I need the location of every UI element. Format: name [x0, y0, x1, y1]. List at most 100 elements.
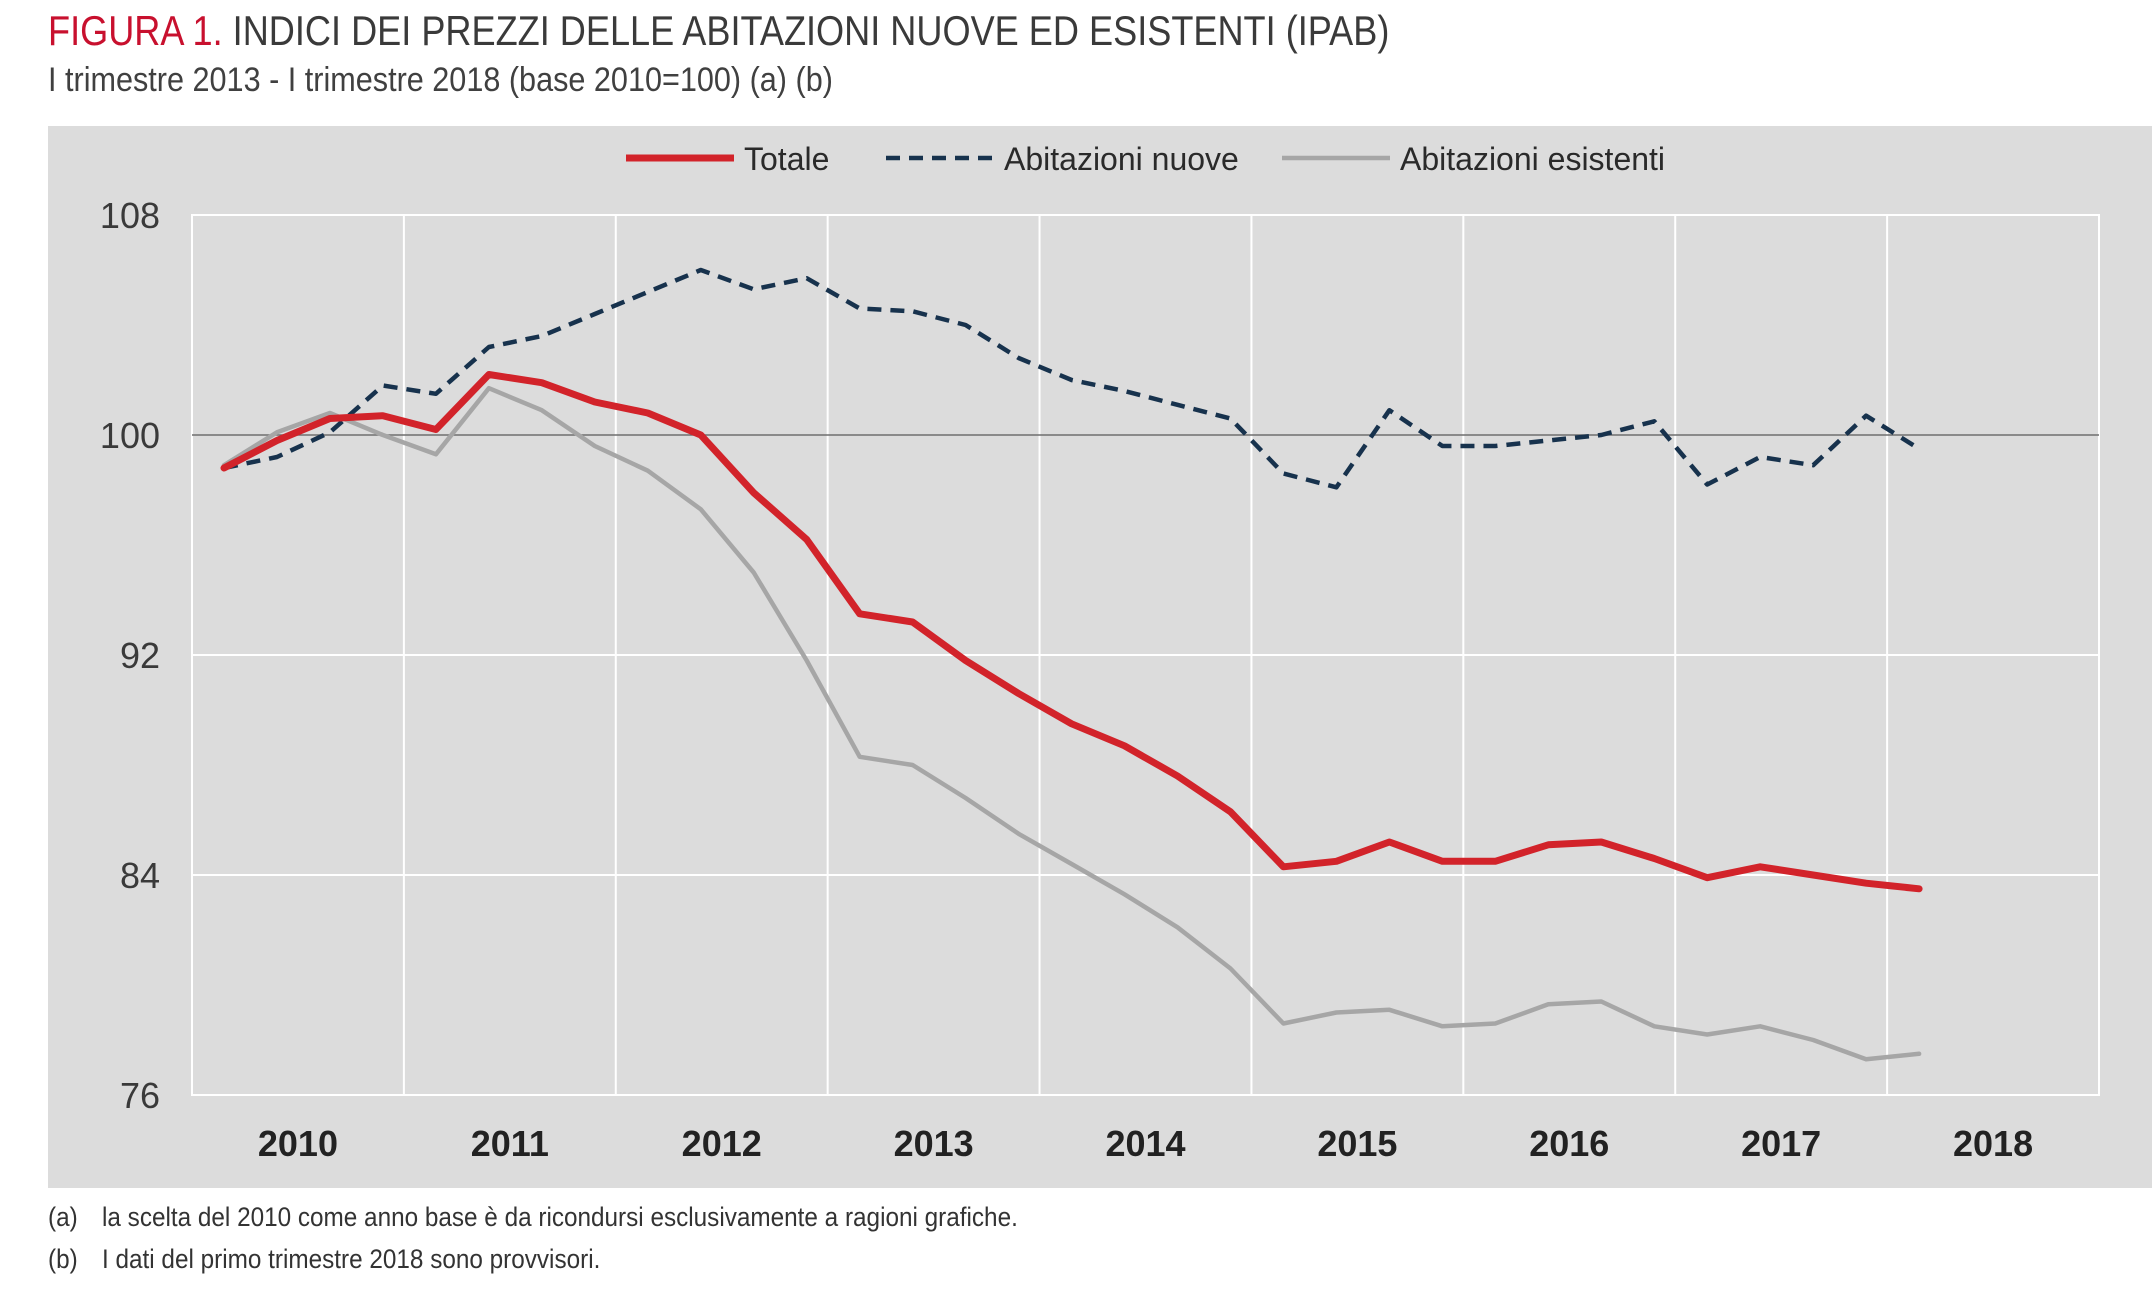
- data-point: [1599, 1000, 1603, 1004]
- data-point: [646, 290, 650, 294]
- data-point: [1387, 840, 1391, 844]
- footnote-text: I dati del primo trimestre 2018 sono pro…: [102, 1244, 601, 1274]
- series-line-abitazioni-nuove: [223, 267, 1921, 490]
- data-point: [1070, 722, 1074, 726]
- data-point: [1652, 1024, 1656, 1028]
- figure-subtitle: I trimestre 2013 - I trimestre 2018 (bas…: [48, 61, 833, 99]
- line-chart: 76 84 92 100 108 2010 2011 2012 2013 2014 2015 2016…: [100, 141, 2100, 1164]
- data-point: [964, 796, 968, 800]
- data-point: [911, 763, 915, 767]
- data-point: [593, 400, 597, 404]
- data-point: [275, 455, 279, 459]
- data-point: [1228, 417, 1232, 421]
- data-point: [646, 469, 650, 473]
- data-point: [487, 373, 491, 377]
- data-point: [646, 411, 650, 415]
- figure-title: FIGURA 1. INDICI DEI PREZZI DELLE ABITAZ…: [48, 6, 1389, 56]
- data-point: [1176, 925, 1180, 929]
- data-point: [1017, 692, 1021, 696]
- data-point: [1070, 378, 1074, 382]
- data-point: [1864, 1057, 1868, 1061]
- x-tick-label: 2010: [258, 1123, 338, 1164]
- data-point: [275, 439, 279, 443]
- data-point: [1493, 1022, 1497, 1026]
- data-point: [1281, 1022, 1285, 1026]
- data-point: [858, 755, 862, 759]
- data-point: [1917, 887, 1921, 891]
- data-point: [699, 268, 703, 272]
- y-tick-label: 92: [120, 635, 160, 676]
- footnote-text: la scelta del 2010 come anno base è da r…: [102, 1202, 1018, 1232]
- data-point: [434, 392, 438, 396]
- x-tick-label: 2017: [1741, 1123, 1821, 1164]
- data-point: [328, 417, 332, 421]
- data-point: [1440, 859, 1444, 863]
- footnote-mark: (b): [48, 1244, 78, 1274]
- data-point: [1334, 485, 1338, 489]
- data-point: [1599, 433, 1603, 437]
- chart-area: 76 84 92 100 108 2010 2011 2012 2013 2014 2015 2016…: [48, 126, 2152, 1188]
- data-point: [1493, 444, 1497, 448]
- data-point: [1705, 483, 1709, 487]
- data-point: [1070, 862, 1074, 866]
- data-point: [699, 507, 703, 511]
- data-point: [752, 571, 756, 575]
- data-point: [805, 538, 809, 542]
- figure-number: FIGURA 1.: [48, 7, 223, 54]
- footnote-mark: (a): [48, 1202, 78, 1232]
- data-point: [1017, 832, 1021, 836]
- x-tick-label: 2015: [1317, 1123, 1397, 1164]
- data-point: [1123, 892, 1127, 896]
- data-point: [1652, 857, 1656, 861]
- data-point: [222, 463, 226, 467]
- legend-label: Abitazioni esistenti: [1400, 141, 1665, 177]
- x-tick-label: 2013: [894, 1123, 974, 1164]
- data-point: [328, 430, 332, 434]
- data-point: [911, 309, 915, 313]
- data-point: [540, 408, 544, 412]
- data-point: [381, 433, 385, 437]
- data-point: [805, 659, 809, 663]
- data-point: [1917, 447, 1921, 451]
- data-point: [434, 428, 438, 432]
- data-point: [540, 334, 544, 338]
- data-point: [487, 386, 491, 390]
- data-point: [1811, 873, 1815, 877]
- data-point: [1652, 419, 1656, 423]
- data-point: [1017, 356, 1021, 360]
- y-tick-label: 76: [120, 1075, 160, 1116]
- figure-title-text: INDICI DEI PREZZI DELLE ABITAZIONI NUOVE…: [232, 7, 1390, 54]
- data-point: [1176, 403, 1180, 407]
- data-point: [1281, 472, 1285, 476]
- x-tick-label: 2018: [1953, 1123, 2033, 1164]
- x-tick-label: 2012: [682, 1123, 762, 1164]
- data-point: [1758, 865, 1762, 869]
- data-point: [1440, 1024, 1444, 1028]
- data-point: [381, 384, 385, 388]
- y-tick-label: 108: [100, 195, 160, 236]
- data-point: [1705, 1033, 1709, 1037]
- data-point: [275, 430, 279, 434]
- data-point: [752, 491, 756, 495]
- data-point: [1758, 455, 1762, 459]
- x-tick-label: 2011: [471, 1123, 549, 1164]
- data-point: [487, 345, 491, 349]
- data-point: [1334, 1011, 1338, 1015]
- data-point: [1546, 439, 1550, 443]
- data-point: [1334, 859, 1338, 863]
- data-point: [1228, 810, 1232, 814]
- data-point: [858, 307, 862, 311]
- data-point: [381, 414, 385, 418]
- series-line-totale: [220, 371, 1923, 893]
- data-point: [328, 411, 332, 415]
- data-point: [858, 612, 862, 616]
- data-point: [1811, 1038, 1815, 1042]
- x-tick-label: 2016: [1529, 1123, 1609, 1164]
- data-point: [1599, 840, 1603, 844]
- data-point: [1811, 463, 1815, 467]
- data-point: [699, 433, 703, 437]
- data-point: [1917, 1052, 1921, 1056]
- data-point: [1281, 865, 1285, 869]
- data-point: [964, 323, 968, 327]
- x-tick-label: 2014: [1105, 1123, 1185, 1164]
